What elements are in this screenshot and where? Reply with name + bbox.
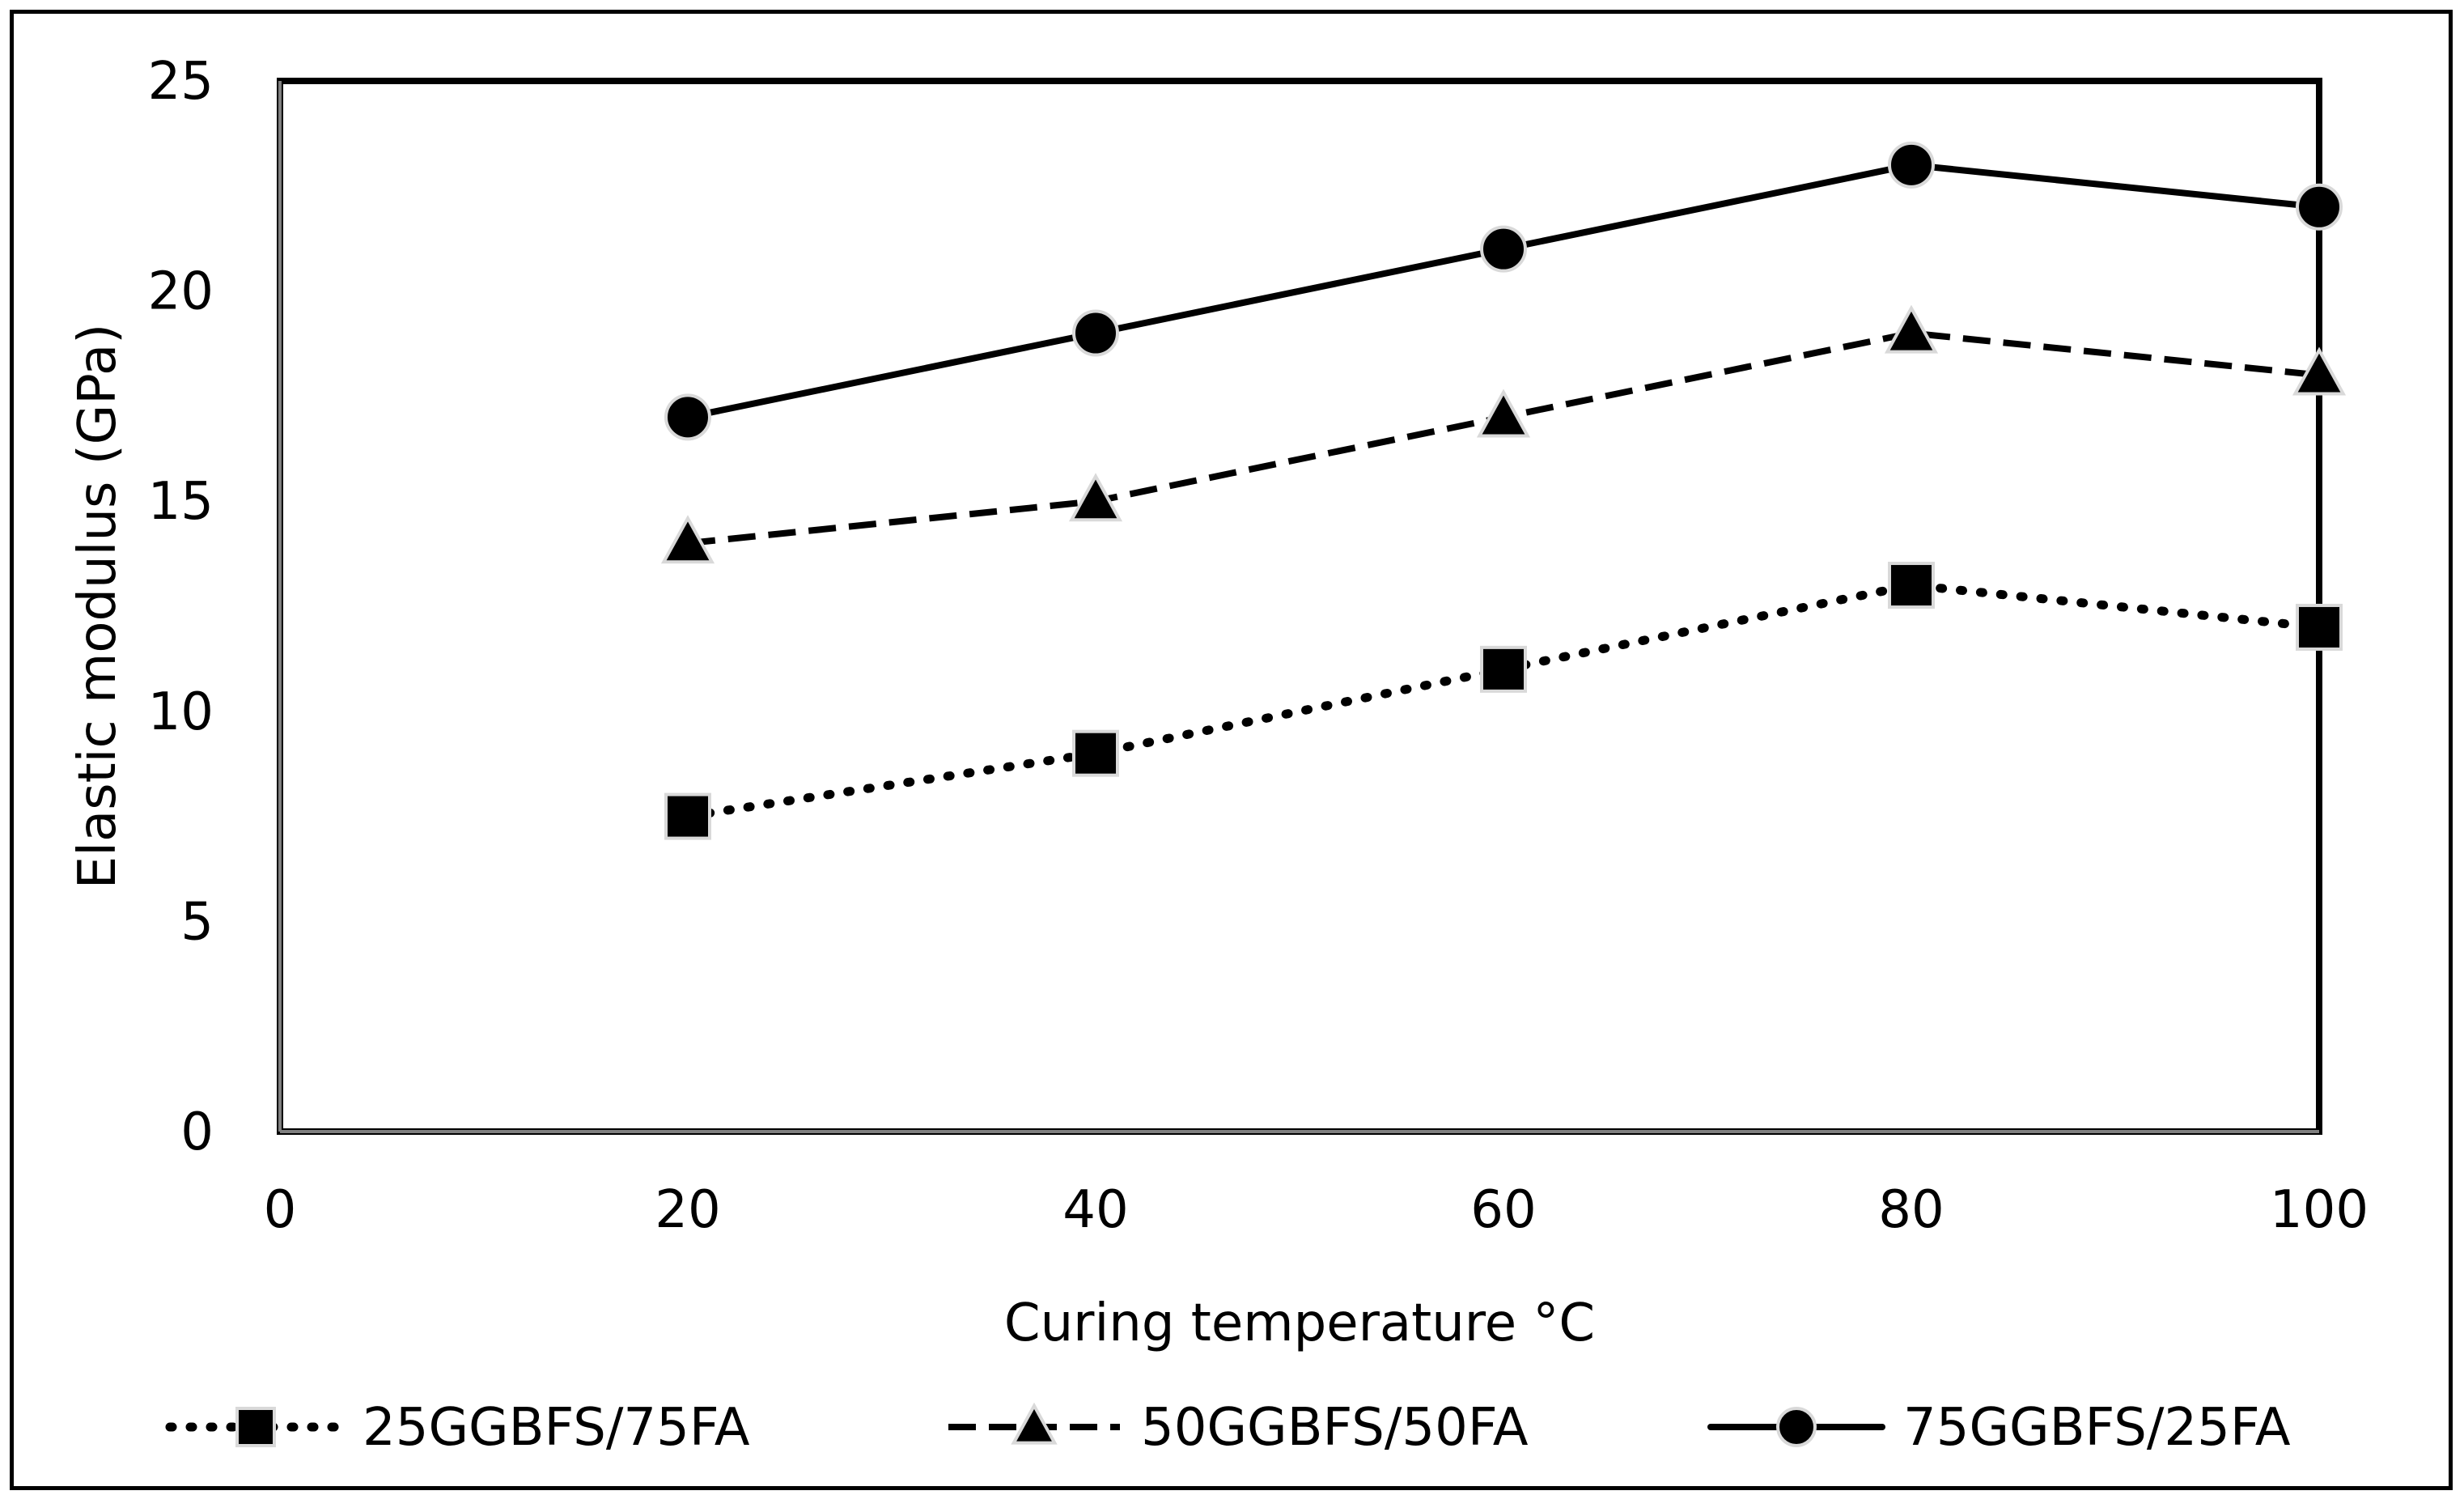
legend-label: 50GGBFS/50FA [1141, 1398, 1529, 1458]
series-circle [664, 141, 2343, 441]
data-point [1888, 562, 1935, 609]
data-point [1072, 309, 1119, 357]
x-tick-label: 80 [1878, 1180, 1944, 1240]
data-point [2296, 603, 2343, 651]
data-point [1480, 225, 1527, 273]
x-axis-ticks: 0 20 40 60 80 100 [264, 1180, 2369, 1240]
legend-marker [1011, 1402, 1058, 1445]
legend-item: 25GGBFS/75FA [165, 1398, 750, 1458]
plot-border [277, 78, 2322, 1135]
y-tick-label: 10 [148, 682, 214, 742]
series-square [664, 562, 2343, 840]
data-point [1476, 389, 1531, 438]
y-tick-label: 0 [180, 1102, 214, 1162]
data-point [1480, 645, 1527, 693]
data-point [1072, 729, 1119, 777]
data-point [1068, 473, 1123, 522]
series-triangle [660, 304, 2347, 564]
legend-marker [1776, 1407, 1817, 1447]
legend-item: 75GGBFS/25FA [1707, 1398, 2291, 1458]
legend-label: 25GGBFS/75FA [363, 1398, 750, 1458]
y-axis-title: Elastic modulus (GPa) [68, 324, 128, 889]
x-tick-label: 100 [2270, 1180, 2369, 1240]
legend-item: 50GGBFS/50FA [948, 1398, 1529, 1458]
data-point [2296, 183, 2343, 231]
y-tick-label: 15 [148, 472, 214, 532]
y-tick-label: 5 [180, 892, 214, 952]
x-tick-label: 20 [655, 1180, 720, 1240]
data-point [1888, 141, 1935, 189]
data-point [2292, 346, 2347, 396]
data-point [660, 515, 715, 564]
series-layer [660, 141, 2347, 840]
data-point [1884, 304, 1939, 354]
y-axis-ticks: 0 5 10 15 20 25 [148, 52, 214, 1162]
data-point [664, 393, 711, 441]
x-tick-label: 0 [264, 1180, 297, 1240]
x-tick-label: 60 [1470, 1180, 1536, 1240]
data-point [664, 792, 711, 840]
y-tick-label: 20 [148, 262, 214, 322]
legend-label: 75GGBFS/25FA [1903, 1398, 2291, 1458]
plot-area [277, 78, 2322, 1135]
x-axis-title: Curing temperature °C [1004, 1293, 1595, 1353]
legend-marker [235, 1407, 276, 1447]
y-tick-label: 25 [148, 52, 214, 112]
legend: 25GGBFS/75FA 50GGBFS/50FA 75GGBFS/25FA [165, 1398, 2291, 1458]
x-tick-label: 40 [1062, 1180, 1128, 1240]
